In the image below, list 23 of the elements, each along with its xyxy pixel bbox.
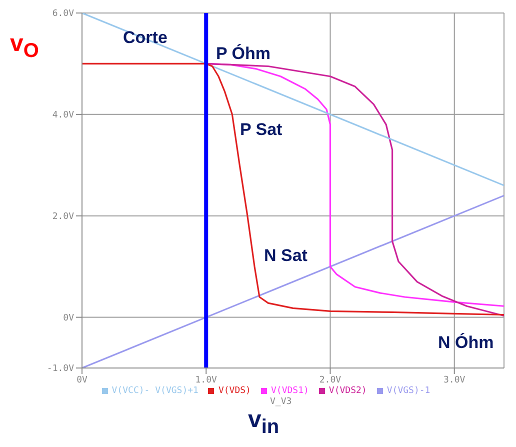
annotation: P Sat	[240, 120, 282, 140]
y-tick-label: 6.0V	[52, 9, 75, 20]
annotation: N Óhm	[438, 333, 494, 353]
legend-label: V(VDS2)	[328, 386, 367, 396]
legend-label: V(VDS)	[218, 386, 251, 396]
line-series	[82, 62, 504, 316]
y-tick-label: 2.0V	[52, 212, 75, 222]
legend-label: V(VGS)-1	[386, 386, 430, 396]
legend-label: V(VDS1)	[270, 386, 309, 396]
y-tick-label: 0V	[63, 313, 75, 324]
x-tick-label: 2.0V	[319, 375, 342, 386]
legend-label: V(VCC)- V(VGS)+1	[112, 386, 198, 396]
y-tick-label: 4.0V	[52, 110, 75, 121]
x-tick-label: 0V	[76, 375, 88, 386]
text: V_V3	[270, 397, 292, 407]
annotation: N Sat	[264, 246, 308, 266]
annotation: P Óhm	[216, 44, 270, 64]
y-axis-title: v$_{O}$	[10, 30, 39, 63]
y-tick-label: -1.0V	[46, 364, 75, 374]
x-axis-title: v$_{in}$	[248, 406, 280, 439]
x-tick-label: 3.0V	[444, 375, 466, 386]
annotation: Corte	[123, 28, 168, 48]
x-tick-label: 1.0V	[195, 375, 218, 386]
